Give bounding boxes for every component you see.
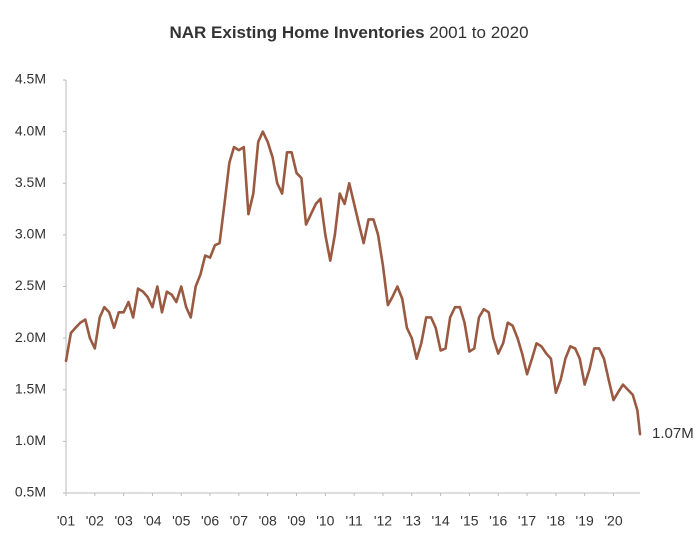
title: NAR Existing Home Inventories [169, 23, 424, 42]
x-tick-label: '12 [374, 513, 392, 529]
x-tick-label: '07 [230, 513, 248, 529]
x-tick-label: '05 [172, 513, 190, 529]
y-tick-label: 0.5M [15, 484, 46, 500]
x-tick-label: '09 [287, 513, 305, 529]
x-tick-label: '14 [431, 513, 449, 529]
chart-title: NAR Existing Home Inventories 2001 to 20… [169, 23, 528, 42]
x-tick-label: '18 [547, 513, 565, 529]
x-tick-label: '16 [489, 513, 507, 529]
y-tick-label: 1.0M [15, 432, 46, 448]
line [64, 130, 642, 436]
x-tick-label: '20 [604, 513, 622, 529]
y-tick-label: 4.0M [15, 122, 46, 138]
x-tick-label: '02 [86, 513, 104, 529]
y-tick-label: 1.5M [15, 380, 46, 396]
value-label: 1.07M [652, 425, 694, 442]
x-tick-label: '10 [316, 513, 334, 529]
y-tick-label: 3.0M [15, 226, 46, 242]
x-tick-label: '13 [403, 513, 421, 529]
x-tick-label: '06 [201, 513, 219, 529]
x-tick-label: '17 [518, 513, 536, 529]
y-tick-label: 3.5M [15, 174, 46, 190]
y-tick-label: 4.5M [15, 71, 46, 87]
y-tick-label: 2.5M [15, 277, 46, 293]
x-tick-label: '04 [143, 513, 161, 529]
x-tick-label: '01 [57, 513, 75, 529]
y-tick-label: 2.0M [15, 329, 46, 345]
x-tick-label: '19 [576, 513, 594, 529]
x-tick-label: '03 [115, 513, 133, 529]
x-tick-label: '08 [259, 513, 277, 529]
x-tick-label: '11 [346, 513, 363, 529]
subtitle: 2001 to 2020 [429, 23, 528, 42]
x-tick-label: '15 [460, 513, 478, 529]
